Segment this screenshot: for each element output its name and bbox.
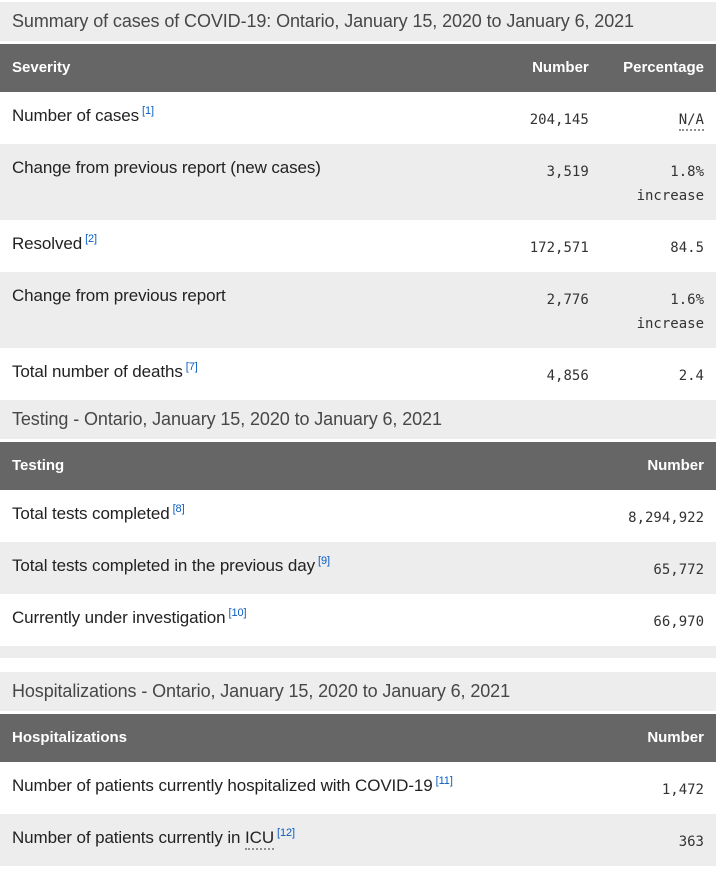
section-gap	[0, 658, 716, 672]
row-number: 172,571	[529, 240, 589, 256]
row-number: 3,519	[546, 164, 589, 180]
footnote-sup: [7]	[186, 361, 198, 373]
footnote-link[interactable]: [8]	[172, 503, 185, 516]
row-number: 66,970	[653, 614, 704, 630]
row-percentage: 84.5	[670, 240, 704, 256]
footnote-sup: [12]	[277, 827, 295, 839]
footnote-link[interactable]: [11]	[435, 775, 453, 788]
hospitalizations-table: Hospitalizations Number Number of patien…	[0, 714, 716, 876]
row-percentage: 1.6% increase	[636, 292, 704, 332]
row-label: Number of patients currently in ICU [12]	[0, 814, 586, 866]
footnote-link[interactable]: [12]	[277, 827, 295, 840]
row-label: Total number of deaths [7]	[12, 361, 198, 381]
summary-col-percentage: Percentage	[600, 44, 716, 92]
na-abbr[interactable]: N/A	[678, 112, 704, 131]
row-label: Resolved [2]	[12, 233, 98, 253]
footnote-sup: [9]	[318, 555, 330, 567]
row-number: 204,145	[529, 112, 589, 128]
table-row: Resolved [2] 172,571 84.5	[0, 220, 716, 272]
testing-table: Testing Number Total tests completed [8] 8…	[0, 442, 716, 646]
row-label: Change from previous report	[12, 286, 226, 305]
hospitalizations-section-title: Hospitalizations - Ontario, January 15, …	[0, 672, 716, 711]
table-row: Total tests completed in the previous da…	[0, 542, 716, 594]
table-row: Change from previous report (new cases) 3…	[0, 144, 716, 220]
table-row: Number of patients currently hospitalize…	[0, 762, 716, 814]
row-percentage: N/A	[601, 92, 716, 144]
row-number: 242	[586, 866, 716, 876]
summary-col-number: Number	[487, 44, 601, 92]
row-number: 8,294,922	[628, 510, 704, 526]
footnote-sup: [8]	[173, 503, 185, 515]
row-number: 2,776	[546, 292, 589, 308]
hospitalizations-col-number: Number	[586, 714, 716, 762]
summary-section-title: Summary of cases of COVID-19: Ontario, J…	[0, 2, 716, 41]
footnote-link[interactable]: [9]	[318, 555, 330, 568]
row-number: 1,472	[661, 782, 704, 798]
table-row: Number of patients currently in ICU [12] 3…	[0, 814, 716, 866]
row-number: 65,772	[653, 562, 704, 578]
row-percentage: 1.8% increase	[636, 164, 704, 204]
table-row: Number of cases [1] 204,145 N/A	[0, 92, 716, 144]
footnote-link[interactable]: [1]	[142, 105, 154, 118]
testing-table-tail-stripe	[0, 646, 716, 658]
row-number: 363	[678, 834, 704, 850]
testing-header-row: Testing Number	[0, 442, 716, 490]
row-label: Number of cases [1]	[12, 105, 154, 125]
testing-section-title: Testing - Ontario, January 15, 2020 to J…	[0, 400, 716, 439]
table-row: Currently under investigation [10] 66,970	[0, 594, 716, 646]
table-row: Total number of deaths [7] 4,856 2.4	[0, 348, 716, 400]
hospitalizations-header-row: Hospitalizations Number	[0, 714, 716, 762]
row-label: Change from previous report (new cases)	[12, 158, 321, 177]
testing-col-number: Number	[586, 442, 716, 490]
table-row: Number of patients currently in ICU[12] …	[0, 866, 716, 876]
hospitalizations-col-label: Hospitalizations	[0, 714, 586, 762]
testing-col-testing: Testing	[0, 442, 586, 490]
row-label: Number of patients currently in ICU[12] …	[0, 866, 586, 876]
footnote-sup: [2]	[85, 233, 97, 245]
icu-abbr[interactable]: ICU	[245, 828, 274, 850]
row-label: Currently under investigation [10]	[12, 607, 247, 627]
table-row: Change from previous report 2,776 1.6% inc…	[0, 272, 716, 348]
footnote-link[interactable]: [7]	[185, 361, 198, 374]
row-label: Total tests completed in the previous da…	[12, 555, 330, 575]
footnote-sup: [1]	[142, 105, 154, 117]
row-percentage: 2.4	[678, 368, 704, 384]
summary-header-row: Severity Number Percentage	[0, 44, 716, 92]
footnote-sup: [10]	[229, 607, 247, 619]
footnote-sup: [11]	[436, 775, 453, 787]
footnote-link[interactable]: [10]	[228, 607, 247, 620]
summary-col-severity: Severity	[0, 44, 488, 92]
row-label: Number of patients currently hospitalize…	[12, 775, 453, 795]
summary-table: Severity Number Percentage Number of cas…	[0, 44, 716, 400]
footnote-link[interactable]: [2]	[85, 233, 98, 246]
row-number: 4,856	[546, 368, 589, 384]
row-label: Total tests completed [8]	[12, 503, 185, 523]
table-row: Total tests completed [8] 8,294,922	[0, 490, 716, 542]
